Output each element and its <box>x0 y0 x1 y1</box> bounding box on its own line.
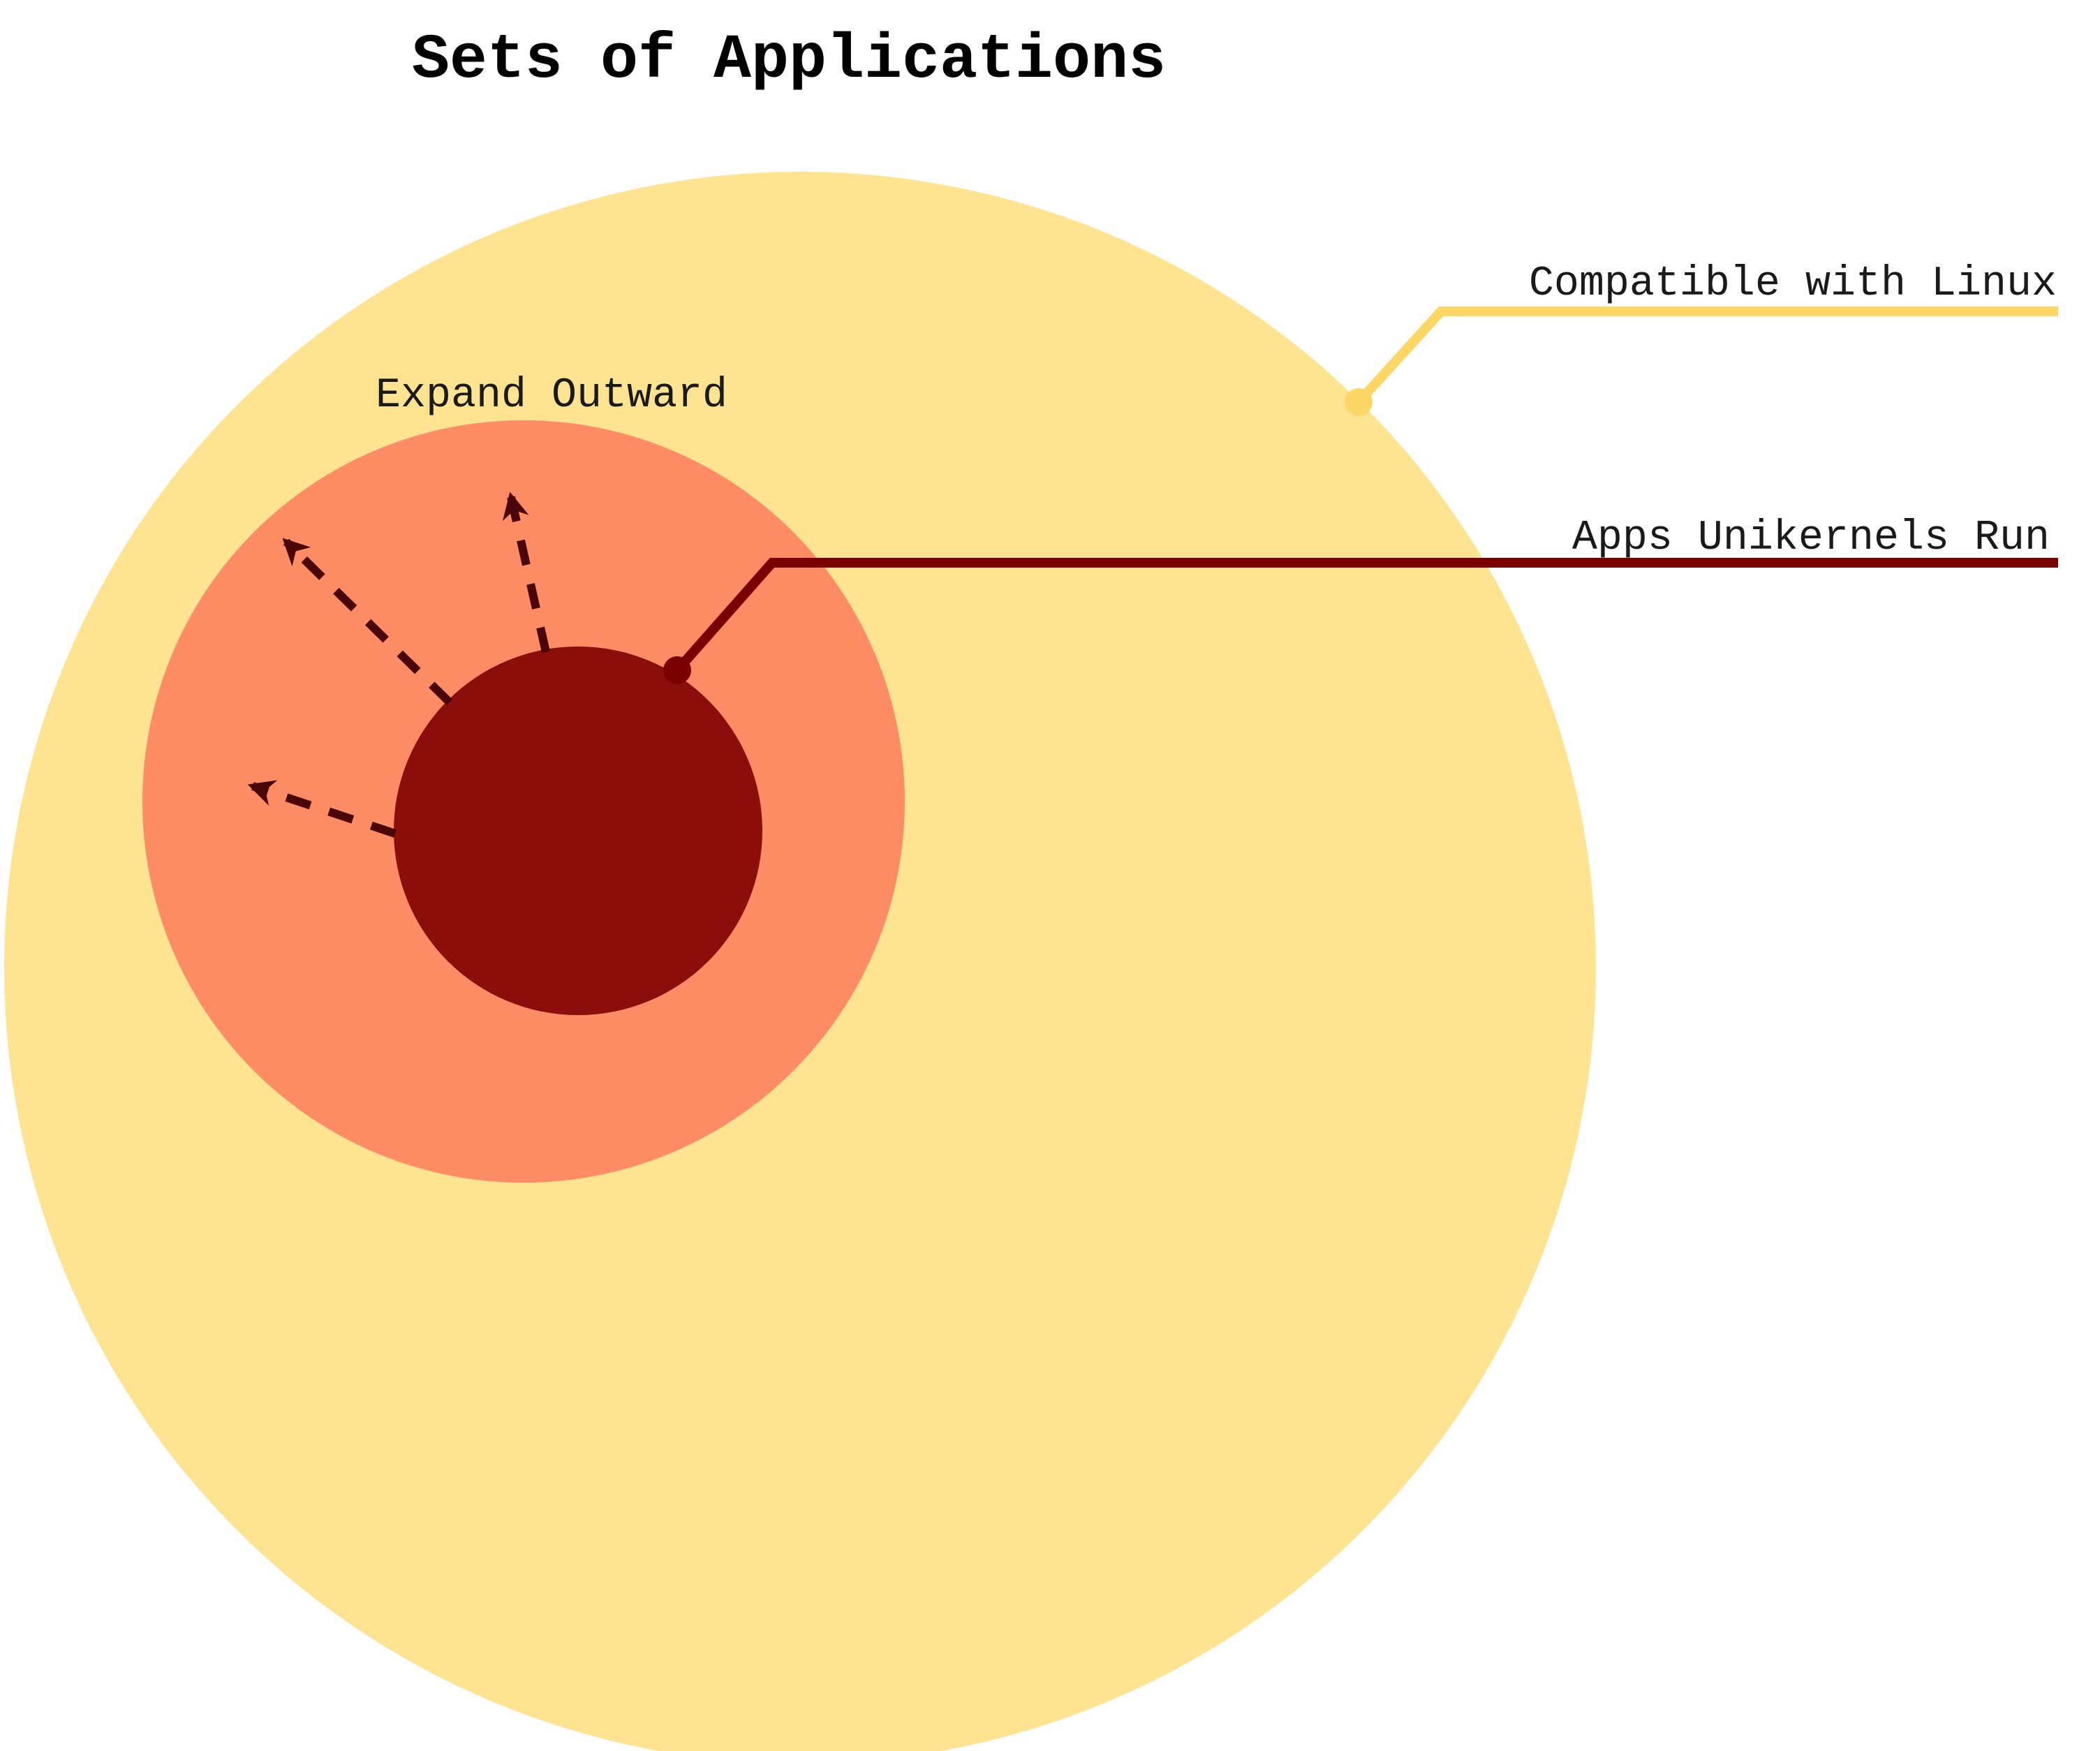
expand-outward-label: Expand Outward <box>376 372 727 420</box>
diagram-title: Sets of Applications <box>412 25 1166 96</box>
inner-set-circle <box>394 647 762 1015</box>
outer-set-leader <box>1345 306 2058 416</box>
outer-set-leader-dot <box>1345 388 1373 416</box>
expand-arrow-upper-left <box>282 538 453 706</box>
outer-set-label: Compatible with Linux <box>1529 260 2057 308</box>
inner-set-leader-line <box>673 558 2058 674</box>
inner-set-leader <box>663 558 2058 684</box>
expand-arrows <box>247 492 550 838</box>
inner-set-label: Apps Unikernels Run <box>1572 515 2050 562</box>
inner-set-leader-dot <box>663 656 691 684</box>
outer-set-leader-line <box>1354 306 2058 406</box>
expand-arrow-left <box>247 780 397 838</box>
